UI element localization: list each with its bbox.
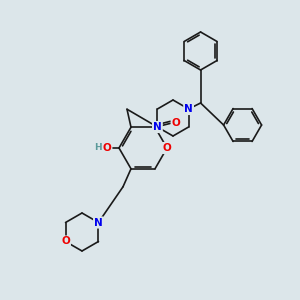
- Text: O: O: [61, 236, 70, 247]
- Text: N: N: [94, 218, 103, 227]
- Text: O: O: [163, 143, 171, 153]
- Text: H: H: [94, 143, 102, 152]
- Text: O: O: [103, 143, 111, 153]
- Text: O: O: [172, 118, 180, 128]
- Text: N: N: [153, 122, 162, 132]
- Text: N: N: [184, 104, 193, 114]
